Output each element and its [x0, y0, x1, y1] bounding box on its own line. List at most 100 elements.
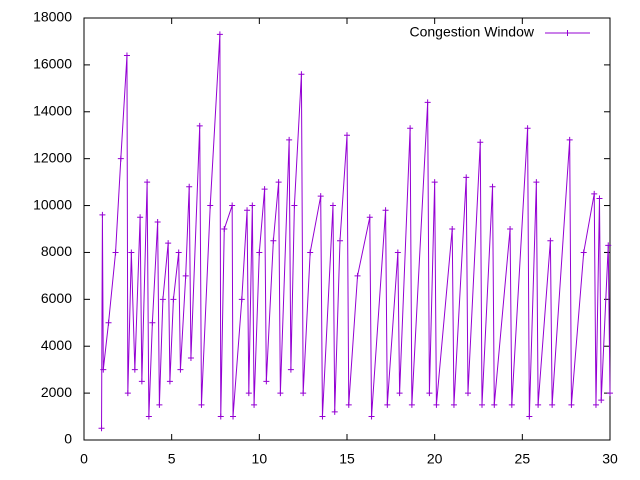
x-tick-label: 20	[427, 451, 443, 467]
point-marker	[286, 136, 293, 143]
y-tick-label: 8000	[41, 243, 72, 259]
point-marker	[547, 237, 554, 244]
point-marker	[607, 390, 613, 397]
point-marker	[137, 214, 144, 221]
point-marker	[261, 186, 268, 193]
point-marker	[354, 272, 361, 279]
point-marker	[245, 390, 252, 397]
point-marker	[291, 202, 298, 209]
point-marker	[230, 413, 237, 420]
y-tick-label: 12000	[33, 149, 72, 165]
point-marker	[426, 390, 433, 397]
point-marker	[244, 207, 251, 214]
point-marker	[345, 401, 352, 408]
point-marker	[277, 390, 284, 397]
point-marker	[177, 366, 184, 373]
point-marker	[128, 249, 135, 256]
point-marker	[182, 272, 189, 279]
point-marker	[394, 249, 401, 256]
point-marker	[154, 218, 161, 225]
point-marker	[170, 296, 177, 303]
point-marker	[566, 136, 573, 143]
y-tick-label: 14000	[33, 102, 72, 118]
point-marker	[580, 249, 587, 256]
point-marker	[112, 249, 119, 256]
point-marker	[159, 296, 166, 303]
y-tick-label: 16000	[33, 56, 72, 72]
point-marker	[207, 202, 214, 209]
point-marker	[489, 183, 496, 190]
point-marker	[449, 226, 456, 232]
point-marker	[156, 401, 163, 408]
point-marker	[165, 240, 172, 247]
point-marker	[463, 174, 470, 181]
point-marker	[464, 390, 471, 397]
point-marker	[526, 413, 533, 420]
point-marker	[491, 401, 498, 408]
point-marker	[329, 202, 336, 209]
point-marker	[256, 249, 263, 256]
point-marker	[382, 207, 389, 214]
point-marker	[307, 249, 314, 256]
point-marker	[149, 319, 156, 326]
point-marker	[145, 413, 152, 420]
point-marker	[344, 132, 350, 139]
point-marker	[99, 211, 106, 218]
point-marker	[408, 401, 415, 408]
point-marker	[592, 401, 599, 408]
x-tick-label: 0	[80, 451, 88, 467]
point-marker	[249, 202, 256, 209]
point-marker	[175, 249, 182, 256]
point-marker	[196, 122, 203, 129]
point-marker	[229, 202, 236, 209]
point-marker	[319, 413, 326, 420]
point-marker	[217, 413, 224, 420]
point-marker	[117, 155, 124, 162]
point-marker	[533, 179, 540, 186]
point-marker	[138, 378, 145, 385]
point-marker	[605, 242, 612, 249]
point-marker	[366, 214, 373, 221]
plot-frame	[83, 17, 611, 441]
point-marker	[166, 378, 173, 385]
point-marker	[368, 413, 375, 420]
point-marker	[270, 237, 277, 244]
point-marker	[433, 401, 440, 408]
point-marker	[591, 190, 598, 197]
point-marker	[598, 397, 605, 404]
point-marker	[596, 195, 603, 202]
point-marker	[98, 425, 105, 432]
point-marker	[216, 31, 223, 38]
x-tick-label: 25	[515, 451, 531, 467]
x-tick-label: 30	[602, 451, 618, 467]
point-marker	[251, 401, 258, 408]
point-marker	[298, 71, 305, 78]
y-tick-label: 2000	[41, 384, 72, 400]
series-line	[101, 34, 611, 429]
point-marker	[287, 366, 294, 373]
y-tick-label: 18000	[33, 9, 72, 25]
x-tick-label: 15	[339, 451, 355, 467]
point-marker	[263, 378, 270, 385]
point-marker	[105, 319, 112, 326]
x-tick-label: 5	[168, 451, 176, 467]
x-tick-label: 10	[252, 451, 268, 467]
point-marker	[384, 401, 391, 408]
y-tick-label: 0	[64, 431, 72, 447]
point-marker	[431, 179, 438, 186]
point-marker	[144, 179, 151, 186]
point-marker	[450, 401, 457, 408]
point-marker	[568, 401, 575, 408]
point-marker	[331, 408, 338, 415]
point-marker	[187, 354, 194, 361]
point-marker	[477, 139, 484, 146]
point-marker	[479, 401, 486, 408]
point-marker	[238, 296, 245, 303]
y-tick-label: 4000	[41, 337, 72, 353]
y-tick-label: 10000	[33, 196, 72, 212]
point-marker	[131, 366, 138, 373]
point-marker	[336, 237, 343, 244]
point-marker	[221, 226, 228, 232]
